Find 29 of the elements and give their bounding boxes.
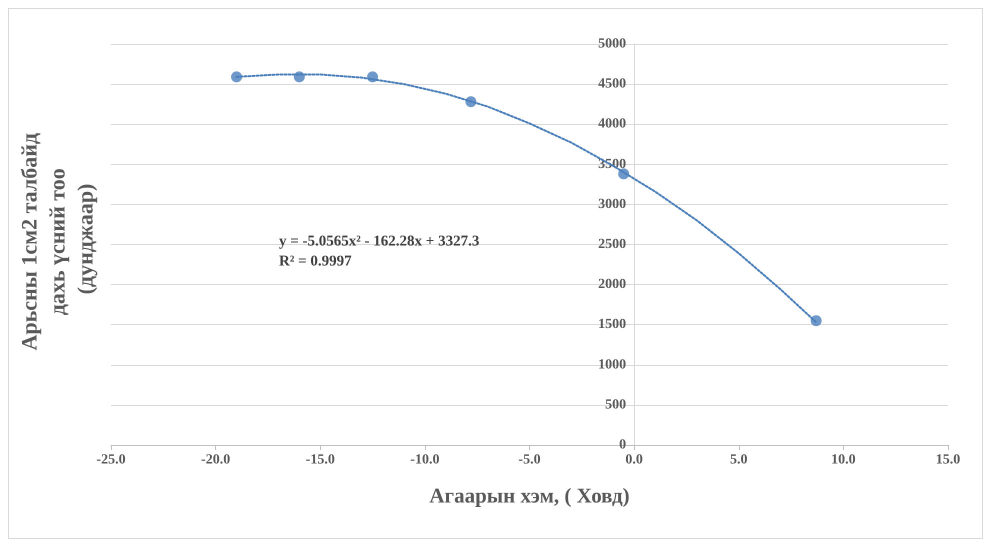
y-tick-label: 2500: [598, 237, 626, 252]
point: [367, 71, 378, 82]
x-tick-label: -5.0: [518, 452, 541, 468]
y-axis-title: Арьсны 1см2 талбайд дахь үсний тоо (дунджаар): [16, 127, 98, 351]
y-tick-label: 3000: [598, 196, 626, 212]
annotation: y = -5.0565x² - 162.28x + 3327.3: [278, 234, 480, 250]
point: [810, 315, 822, 326]
y-tick-label: 0: [619, 438, 626, 452]
point: [618, 168, 630, 180]
x-tick-label: -25.0: [96, 452, 126, 468]
x-tick-label: 0.0: [625, 452, 643, 468]
y-tick-label: 5000: [598, 36, 626, 52]
x-tick-label: 5.0: [730, 452, 748, 468]
y-tick-label: 500: [605, 397, 626, 412]
x-tick-label: -10.0: [410, 452, 440, 468]
x-tick-label: -15.0: [306, 452, 335, 468]
point: [294, 71, 305, 82]
x-tick-label: -20.0: [201, 452, 230, 468]
x-tick-label: 10.0: [831, 452, 856, 468]
annotation: R² = 0.9997: [278, 254, 352, 270]
y-tick-label: 1000: [598, 357, 626, 372]
y-tick-label: 2000: [598, 277, 626, 292]
y-tick-label: 4000: [598, 116, 626, 132]
point: [231, 71, 242, 82]
x-axis-title: Агаарын хэм, ( Ховд): [429, 484, 630, 508]
x-tick-label: 15.0: [936, 452, 960, 468]
point: [465, 96, 476, 108]
y-tick-label: 1500: [598, 317, 626, 332]
y-tick-label: 4500: [598, 76, 626, 92]
